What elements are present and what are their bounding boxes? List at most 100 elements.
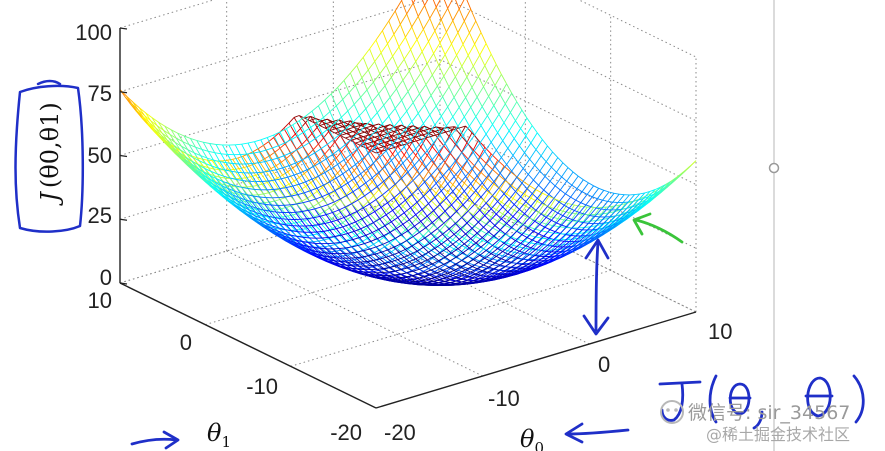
mesh-line: [629, 208, 637, 216]
mesh-line: [411, 171, 418, 180]
mesh-line: [291, 230, 298, 233]
mesh-line: [496, 274, 503, 278]
mesh-line: [423, 130, 429, 134]
mesh-line: [392, 254, 399, 260]
mesh-line: [479, 256, 486, 262]
mesh-line: [434, 178, 442, 187]
mesh-line: [448, 168, 455, 177]
mesh-line: [487, 181, 495, 190]
mesh-line: [360, 225, 368, 230]
mesh-line: [188, 144, 195, 154]
mesh-line: [334, 190, 341, 200]
mesh-line: [277, 230, 284, 234]
mesh-line: [388, 108, 396, 117]
mesh-line: [343, 80, 350, 93]
mesh-line: [305, 248, 313, 251]
mesh-line: [385, 65, 392, 78]
mesh-line: [653, 186, 661, 195]
scrollbar-handle[interactable]: [768, 162, 780, 174]
mesh-line: [425, 159, 433, 168]
mesh-line: [493, 229, 501, 237]
mesh-line: [515, 182, 523, 192]
mesh-line: [379, 150, 387, 158]
mesh-line: [529, 210, 537, 218]
mesh-line: [282, 235, 290, 239]
mesh-line: [379, 214, 387, 220]
mesh-line: [456, 55, 463, 67]
mesh-line: [580, 194, 588, 203]
mesh-line: [241, 143, 248, 155]
mesh-line: [594, 231, 602, 238]
mesh-line: [381, 30, 388, 44]
mesh-line: [545, 216, 552, 225]
mesh-line: [311, 249, 319, 253]
mesh-line: [429, 189, 436, 198]
mesh-line: [426, 261, 434, 266]
mesh-line: [426, 215, 433, 223]
mesh-line: [282, 165, 290, 169]
mesh-line: [370, 112, 378, 121]
mesh-line: [392, 211, 399, 218]
mesh-line: [470, 270, 477, 275]
mesh-line: [351, 244, 359, 248]
mesh-line: [278, 189, 286, 198]
mesh-line: [342, 99, 349, 112]
mesh-line: [415, 280, 423, 282]
mesh-line: [351, 130, 358, 139]
mesh-line: [520, 237, 528, 244]
mesh-line: [558, 240, 565, 242]
mesh-line: [368, 246, 375, 253]
mesh-line: [420, 257, 428, 263]
mesh-line: [292, 225, 299, 232]
mesh-line: [494, 262, 501, 266]
mesh-line: [577, 239, 585, 246]
mesh-line: [279, 236, 287, 242]
mesh-line: [592, 228, 599, 232]
mesh-line: [478, 207, 486, 214]
mesh-line: [557, 212, 564, 217]
mesh-line: [378, 189, 386, 198]
mesh-line: [581, 222, 589, 231]
mesh-line: [475, 116, 482, 126]
mesh-line: [329, 256, 336, 262]
mesh-line: [417, 181, 425, 189]
mesh-line: [318, 137, 324, 145]
mesh-line: [416, 201, 423, 210]
mesh-line: [355, 179, 361, 186]
mesh-line: [460, 87, 467, 98]
mesh-line: [526, 216, 534, 221]
mesh-line: [327, 182, 335, 192]
mesh-line: [466, 216, 474, 224]
mesh-line: [307, 149, 314, 156]
mesh-line: [510, 185, 516, 192]
mesh-line: [429, 186, 437, 194]
mesh-line: [477, 76, 484, 87]
mesh-line: [415, 51, 423, 62]
mesh-line: [336, 173, 343, 179]
mesh-line: [567, 241, 575, 248]
mesh-line: [264, 158, 272, 169]
mesh-line: [398, 223, 406, 231]
mesh-line: [254, 163, 262, 174]
mesh-line: [483, 272, 489, 277]
mesh-line: [448, 263, 456, 268]
mesh-line: [461, 259, 469, 264]
mesh-line: [488, 85, 496, 97]
mesh-line: [512, 270, 520, 275]
mesh-line: [435, 175, 443, 184]
mesh-line: [295, 211, 302, 213]
mesh-line: [469, 20, 477, 34]
mesh-line: [452, 275, 459, 278]
mesh-line: [449, 143, 457, 153]
mesh-line: [320, 223, 328, 231]
mesh-line: [444, 143, 451, 153]
mesh-line: [389, 184, 396, 192]
mesh-line: [237, 193, 245, 202]
mesh-line: [462, 125, 470, 136]
mesh-line: [439, 125, 447, 135]
mesh-line: [398, 252, 405, 258]
mesh-line: [324, 252, 332, 254]
mesh-line: [475, 20, 482, 33]
mesh-line: [311, 110, 318, 123]
mesh-line: [405, 129, 412, 133]
